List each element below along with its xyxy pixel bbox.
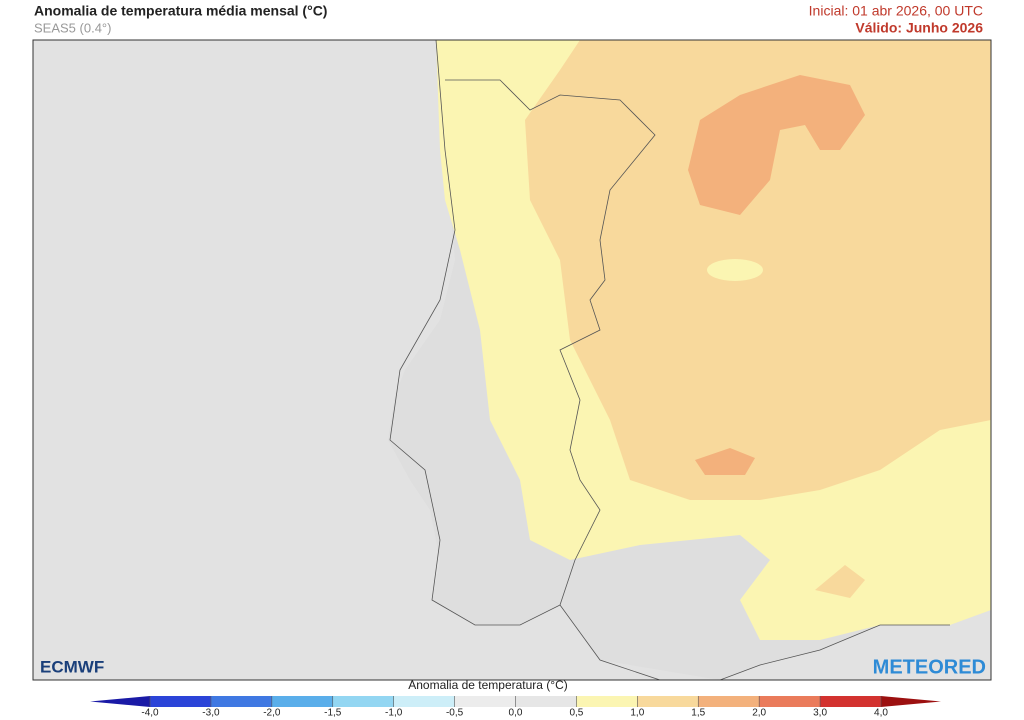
colorbar-title: Anomalia de temperatura (°C) — [408, 678, 568, 692]
colorbar-segment — [759, 696, 821, 707]
title: Anomalia de temperatura média mensal (°C… — [34, 3, 327, 19]
colorbar-tick-label: 1,5 — [691, 708, 705, 719]
colorbar-segment — [576, 696, 638, 707]
colorbar-segment — [515, 696, 577, 707]
colorbar-tick-label: -2,0 — [263, 708, 281, 719]
colorbar-tick-label: 0,0 — [509, 708, 523, 719]
border — [445, 79, 656, 606]
colorbar-tick-label: 4,0 — [874, 708, 888, 719]
coastline-south — [719, 624, 950, 680]
colorbar-extend-low — [90, 696, 150, 707]
colorbar: -4,0 -3,0 -2,0 -1,5 -1,0 -0,5 0,0 0,5 1,0 1,5 2,0 3… — [90, 696, 941, 719]
colorbar-tick-label: -0,5 — [446, 708, 464, 719]
ecmwf-logo: ECMWF — [40, 657, 104, 676]
colorbar-segment — [820, 696, 881, 707]
colorbar-segment — [393, 696, 455, 707]
coastline — [389, 40, 661, 680]
colorbar-tick-label: -1,5 — [324, 708, 342, 719]
colorbar-segment — [454, 696, 516, 707]
colorbar-extend-high — [881, 696, 941, 707]
colorbar-tick-label: -1,0 — [385, 708, 403, 719]
colorbar-tick-label: 0,5 — [569, 708, 583, 719]
colorbar-segment — [210, 696, 272, 707]
colorbar-tick-label: 1,0 — [630, 708, 644, 719]
colorbar-segment — [332, 696, 394, 707]
subtitle: SEAS5 (0.4°) — [34, 20, 111, 35]
colorbar-tick-label: -3,0 — [202, 708, 220, 719]
colorbar-tick-label: -4,0 — [141, 708, 159, 719]
colorbar-tick-label: 2,0 — [752, 708, 766, 719]
colorbar-segment — [150, 696, 211, 707]
colorbar-segment — [698, 696, 760, 707]
anomaly-1-5-south — [695, 448, 755, 475]
valid-date: Válido: Junho 2026 — [855, 20, 983, 36]
meteored-logo: METEORED — [873, 656, 986, 678]
colorbar-tick-label: 3,0 — [813, 708, 827, 719]
map: ECMWF METEORED — [32, 39, 992, 681]
colorbar-segment — [637, 696, 699, 707]
anomaly-0-5-patch — [707, 259, 763, 281]
colorbar-segment — [271, 696, 333, 707]
anomaly-1-5 — [688, 75, 865, 215]
initial-date: Inicial: 01 abr 2026, 00 UTC — [809, 3, 983, 19]
anomaly-1-0-south — [815, 565, 865, 598]
